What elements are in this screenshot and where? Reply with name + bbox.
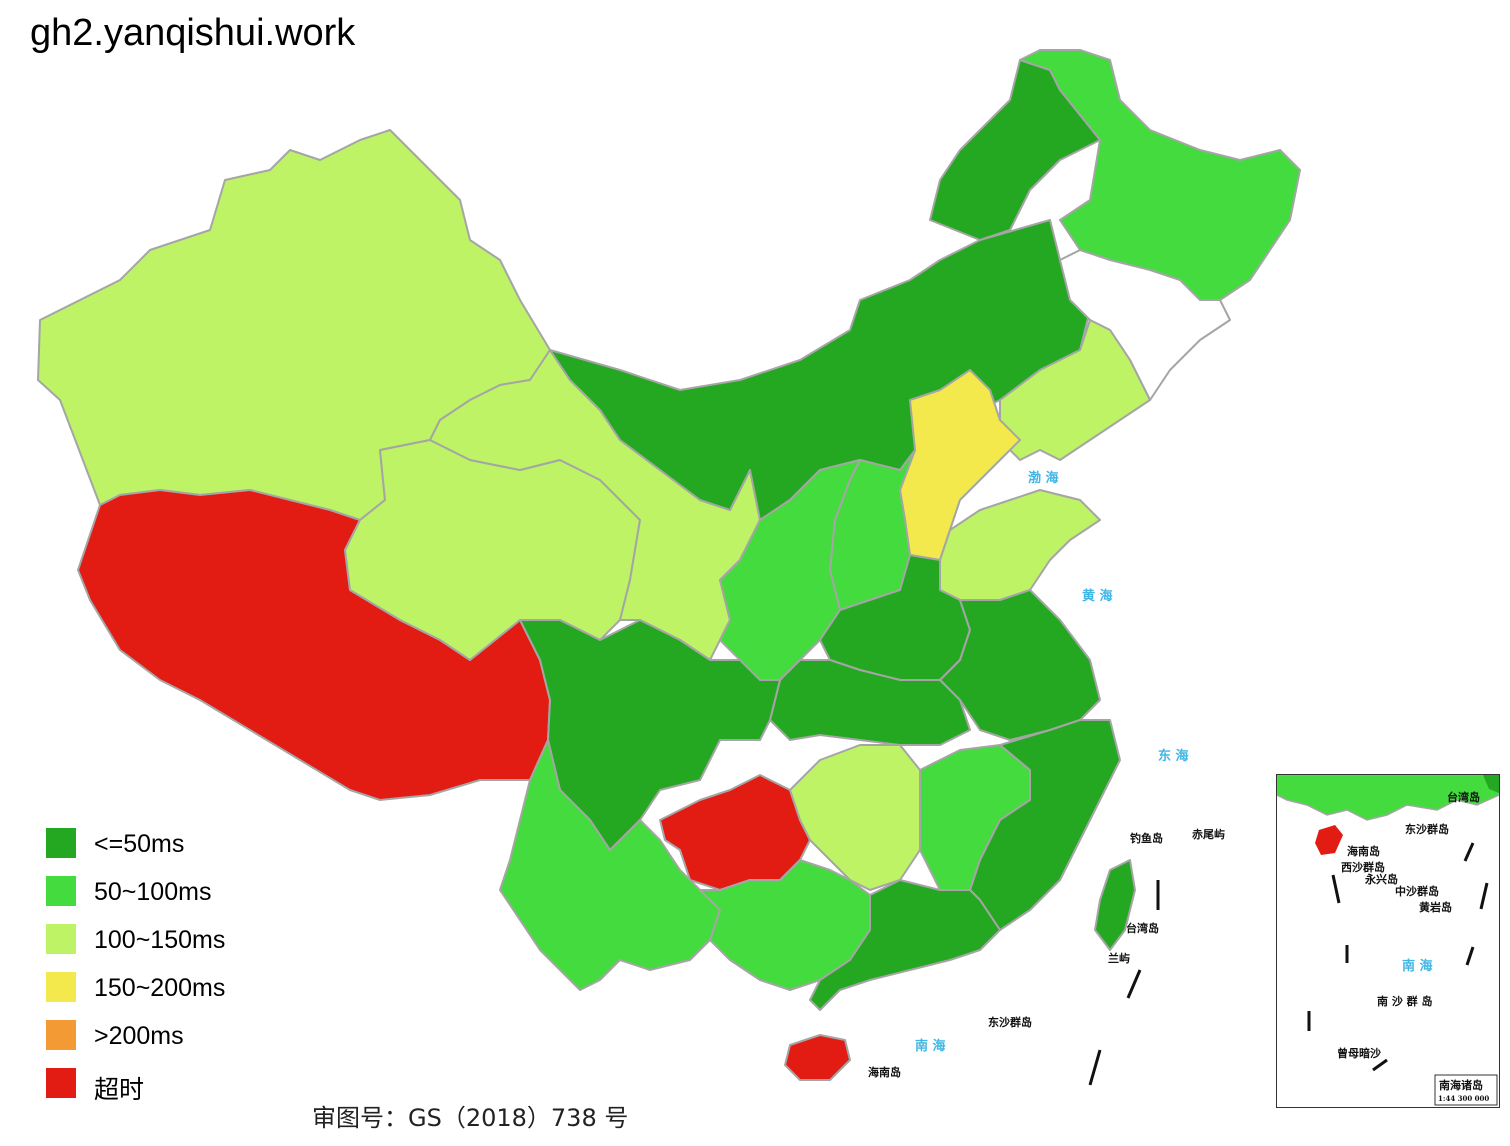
legend-item: >200ms: [46, 1020, 306, 1052]
legend-swatch: [46, 876, 76, 906]
legend-swatch: [46, 1068, 76, 1098]
region-shaanxi: [719, 459, 861, 681]
legend-label: 100~150ms: [94, 926, 226, 954]
inset-caption: 南海诸岛: [1439, 1078, 1483, 1092]
label-huanghai: 黄 海: [1082, 588, 1113, 604]
region-taiwan: [1094, 859, 1136, 951]
inset-label-nansha: 南 沙 群 岛: [1377, 994, 1433, 1008]
legend-label: 超时: [94, 1076, 145, 1104]
inset-label-nanhai: 南 海: [1402, 958, 1433, 974]
inset-label-taiwan: 台湾岛: [1447, 790, 1480, 804]
region-yunnan: [499, 739, 721, 991]
inset-label-xisha: 西沙群岛: [1341, 860, 1385, 874]
legend-swatch: [46, 828, 76, 858]
region-shandong: [939, 489, 1101, 601]
label-diaoyu: 钓鱼岛: [1130, 831, 1163, 845]
label-dongsha: 东沙群岛: [988, 1015, 1032, 1029]
legend-item: <=50ms: [46, 828, 306, 860]
inset-mainland: [1277, 775, 1499, 821]
region-heilongjiang: [1019, 49, 1301, 301]
label-nanhai: 南 海: [915, 1038, 946, 1054]
label-donghai: 东 海: [1158, 748, 1189, 764]
region-hunan: [789, 744, 921, 891]
inset-label-dongsha: 东沙群岛: [1405, 822, 1449, 836]
inset-label-zengmu: 曾母暗沙: [1337, 1046, 1381, 1060]
label-hainan: 海南岛: [868, 1065, 901, 1079]
region-zhejiang-fujian: [969, 719, 1121, 931]
region-hainan: [784, 1034, 851, 1081]
inset-boundary-dashes: [1307, 842, 1489, 1072]
inset-scale: 1:44 300 000: [1438, 1094, 1489, 1103]
legend-swatch: [46, 972, 76, 1002]
south-china-sea-inset: 台湾岛 东沙群岛 海南岛 西沙群岛 永兴岛 中沙群岛 黄岩岛 南 海 南 沙 群…: [1276, 774, 1500, 1108]
legend-item: 150~200ms: [46, 972, 306, 1004]
region-hubei: [769, 659, 971, 746]
legend-swatch: [46, 924, 76, 954]
inset-label-huangyan: 黄岩岛: [1419, 900, 1452, 914]
inset-label-zhongsha: 中沙群岛: [1395, 884, 1439, 898]
region-guangdong: [809, 879, 1001, 1011]
legend-item: 超时: [46, 1068, 306, 1104]
legend-label: >200ms: [94, 1022, 184, 1050]
legend-swatch: [46, 1020, 76, 1050]
map-approval-number: 审图号：GS（2018）738 号: [312, 1104, 629, 1132]
inset-label-hainan: 海南岛: [1347, 844, 1380, 858]
legend-label: 150~200ms: [94, 974, 226, 1002]
legend-item: 100~150ms: [46, 924, 306, 956]
inset-hainan: [1315, 825, 1343, 855]
inset-caption-box: [1434, 1074, 1498, 1106]
label-chiwei: 赤尾屿: [1192, 827, 1225, 841]
legend-label: 50~100ms: [94, 878, 212, 906]
label-taiwan: 台湾岛: [1126, 921, 1159, 935]
inset-taiwan: [1483, 775, 1499, 793]
inset-label-yongxing: 永兴岛: [1364, 872, 1398, 886]
page-title: gh2.yanqishui.work: [30, 12, 356, 54]
label-bohai: 渤 海: [1028, 470, 1059, 486]
legend-label: <=50ms: [94, 830, 185, 858]
legend-item: 50~100ms: [46, 876, 306, 908]
region-liaoning: [999, 319, 1151, 461]
boundary-dashes: [1088, 880, 1160, 1086]
label-lanyu: 兰屿: [1108, 951, 1130, 965]
